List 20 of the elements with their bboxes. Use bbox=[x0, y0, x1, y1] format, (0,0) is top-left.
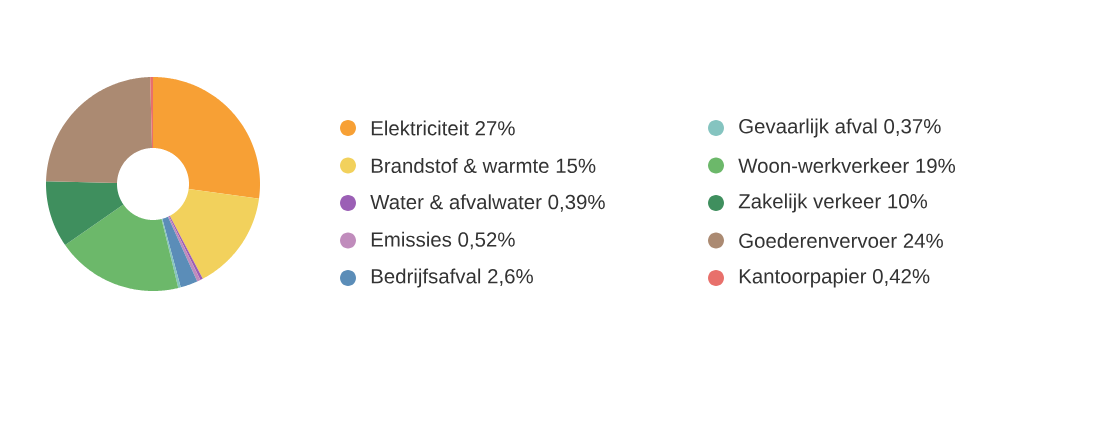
legend-label: Gevaarlijk afval bbox=[739, 118, 877, 138]
data-label: 15% bbox=[556, 158, 596, 174]
legend-label: Goederenvervoer bbox=[739, 233, 897, 249]
data-label: 27% bbox=[475, 121, 515, 136]
legend-label: Elektriciteit bbox=[371, 120, 469, 136]
legend-label: Woon-werkverkeer bbox=[738, 158, 909, 174]
data-label: 19% bbox=[916, 158, 956, 174]
data-label: 0,42% bbox=[872, 269, 930, 286]
data-label: 24% bbox=[903, 233, 943, 248]
legend-label: Bedrijfsafval bbox=[371, 268, 481, 288]
legend-label: Zakelijk verkeer bbox=[738, 193, 881, 213]
legend-label: Emissies bbox=[371, 231, 452, 247]
data-label: 0,39% bbox=[548, 194, 605, 212]
data-label: 10% bbox=[888, 194, 928, 209]
data-label: 0,37% bbox=[884, 119, 941, 136]
legend-label: Water & afvalwater bbox=[370, 194, 542, 210]
data-label: 0,52% bbox=[458, 232, 515, 250]
data-label: 2,6% bbox=[488, 269, 533, 286]
legend-label: Brandstof & warmte bbox=[371, 158, 549, 174]
legend-label: Kantoorpapier bbox=[739, 268, 867, 288]
